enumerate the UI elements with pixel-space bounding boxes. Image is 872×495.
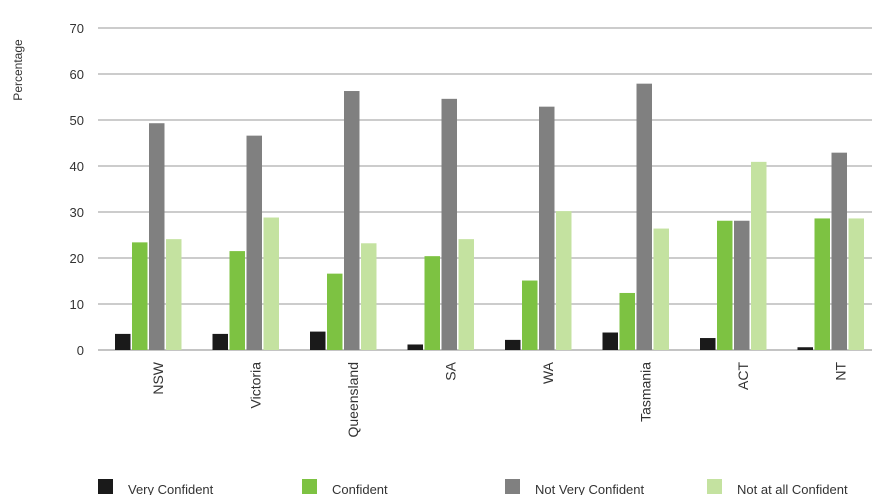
bar: [441, 98, 457, 350]
bar: [539, 106, 555, 350]
legend-swatch: [505, 479, 520, 494]
bar: [653, 228, 669, 350]
y-tick-label: 50: [70, 113, 84, 128]
category-label: NT: [832, 362, 848, 381]
legend-swatch: [707, 479, 722, 494]
y-tick-label: 20: [70, 251, 84, 266]
bar: [751, 161, 767, 350]
legend-label: Very Confident: [128, 482, 214, 495]
bar: [619, 292, 635, 350]
bar: [556, 211, 572, 350]
bar: [848, 218, 864, 350]
bar: [263, 217, 279, 350]
category-labels: NSW Victoria Queensland SA WA Tasmania ACT NT: [150, 361, 849, 437]
bar: [458, 239, 474, 350]
bar: [700, 338, 716, 350]
bar: [132, 242, 148, 350]
category-label: ACT: [735, 362, 751, 390]
category-label: Queensland: [345, 362, 361, 438]
legend: Very Confident Confident Not Very Confiden…: [98, 479, 848, 495]
bar: [361, 243, 377, 350]
y-tick-label: 60: [70, 67, 84, 82]
bar: [831, 152, 847, 350]
bars: [115, 83, 864, 351]
bar: [149, 123, 165, 350]
bar: [407, 344, 423, 350]
legend-swatch: [98, 479, 113, 494]
bar: [814, 218, 830, 350]
bar: [505, 339, 521, 350]
bar: [115, 333, 131, 350]
bar: [797, 347, 813, 350]
bar: [310, 331, 326, 350]
y-tick-label: 0: [77, 343, 84, 358]
y-tick-label: 30: [70, 205, 84, 220]
bar: [327, 273, 343, 350]
bar: [166, 239, 182, 350]
bar: [717, 220, 733, 350]
y-tick-label: 40: [70, 159, 84, 174]
y-tick-label: 70: [70, 21, 84, 36]
category-label: Victoria: [247, 362, 263, 409]
legend-label: Not at all Confident: [737, 482, 848, 495]
gridlines: [98, 27, 872, 351]
bar: [344, 91, 360, 351]
bar: [246, 135, 262, 350]
legend-label: Not Very Confident: [535, 482, 645, 495]
bar: [602, 332, 618, 350]
bar: [424, 256, 440, 350]
category-label: WA: [540, 361, 556, 384]
y-tick-label: 10: [70, 297, 84, 312]
bar: [522, 280, 538, 350]
bar: [229, 251, 245, 350]
legend-label: Confident: [332, 482, 388, 495]
bar: [636, 83, 652, 350]
y-axis-title: Percentage: [11, 39, 25, 101]
bar: [212, 333, 228, 350]
category-label: NSW: [150, 361, 166, 394]
category-label: SA: [442, 361, 458, 380]
category-label: Tasmania: [637, 362, 653, 422]
y-tick-labels: 0 10 20 30 40 50 60 70: [70, 21, 84, 358]
bar: [734, 220, 750, 350]
legend-swatch: [302, 479, 317, 494]
